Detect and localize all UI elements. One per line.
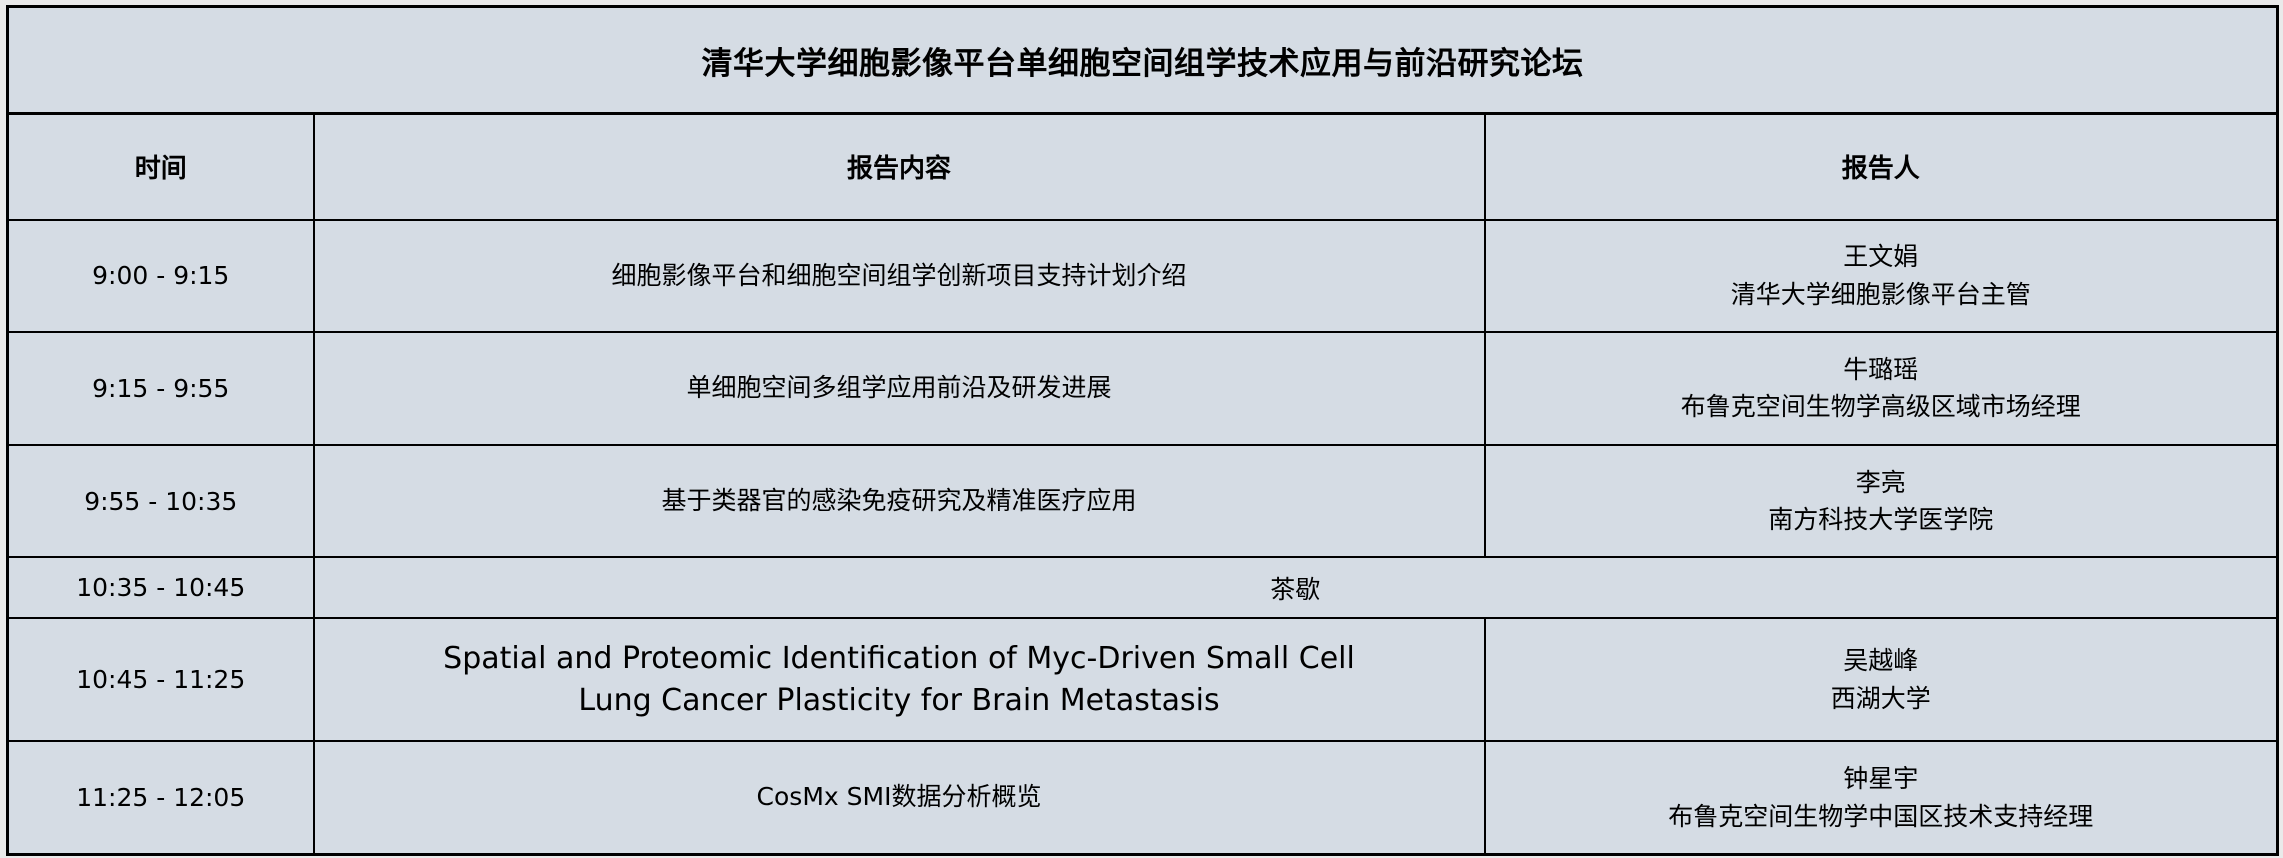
- session-speaker: 王文娟 清华大学细胞影像平台主管: [1483, 219, 2280, 334]
- forum-title: 清华大学细胞影像平台单细胞空间组学技术应用与前沿研究论坛: [5, 5, 2280, 115]
- session-time: 9:15 - 9:55: [6, 332, 315, 446]
- speaker-affiliation: 南方科技大学医学院: [1768, 505, 1994, 535]
- column-header-speaker: 报告人: [1483, 113, 2280, 221]
- session-content: 单细胞空间多组学应用前沿及研发进展: [312, 332, 1486, 446]
- speaker-affiliation: 西湖大学: [1830, 683, 1931, 713]
- session-time: 11:25 - 12:05: [6, 741, 315, 857]
- session-content: Spatial and Proteomic Identification of …: [312, 618, 1486, 743]
- speaker-name: 牛璐瑶: [1843, 354, 1919, 384]
- session-speaker: 吴越峰 西湖大学: [1483, 618, 2280, 743]
- table-row: 9:15 - 9:55 单细胞空间多组学应用前沿及研发进展 牛璐瑶 布鲁克空间生…: [6, 332, 2280, 446]
- speaker-name: 吴越峰: [1843, 646, 1919, 676]
- table-row: 11:25 - 12:05 CosMx SMI数据分析概览 钟星宇 布鲁克空间生…: [6, 741, 2280, 857]
- session-content-line-1: Spatial and Proteomic Identification of …: [443, 641, 1355, 677]
- session-time: 9:55 - 10:35: [6, 444, 315, 559]
- speaker-affiliation: 布鲁克空间生物学高级区域市场经理: [1680, 392, 2081, 422]
- speaker-name: 李亮: [1855, 467, 1906, 497]
- session-content-break: 茶歇: [312, 557, 2280, 620]
- session-speaker: 牛璐瑶 布鲁克空间生物学高级区域市场经理: [1483, 332, 2280, 446]
- speaker-affiliation: 布鲁克空间生物学中国区技术支持经理: [1668, 801, 2094, 831]
- session-speaker: 李亮 南方科技大学医学院: [1483, 444, 2280, 559]
- forum-agenda-table: 清华大学细胞影像平台单细胞空间组学技术应用与前沿研究论坛 时间 报告内容 报告人…: [5, 5, 2280, 857]
- table-title-row: 清华大学细胞影像平台单细胞空间组学技术应用与前沿研究论坛: [5, 5, 2280, 115]
- speaker-name: 钟星宇: [1843, 764, 1919, 794]
- session-time: 9:00 - 9:15: [6, 219, 315, 334]
- table-row-break: 10:35 - 10:45 茶歇: [6, 557, 2280, 620]
- column-header-time: 时间: [6, 113, 315, 221]
- session-time: 10:35 - 10:45: [6, 557, 315, 620]
- table-header-row: 时间 报告内容 报告人: [6, 113, 2280, 221]
- column-header-content: 报告内容: [312, 113, 1486, 221]
- agenda-table-container: 清华大学细胞影像平台单细胞空间组学技术应用与前沿研究论坛 时间 报告内容 报告人…: [5, 5, 2280, 857]
- speaker-affiliation: 清华大学细胞影像平台主管: [1730, 279, 2031, 309]
- session-content-line-2: Lung Cancer Plasticity for Brain Metasta…: [578, 682, 1220, 718]
- table-row: 9:55 - 10:35 基于类器官的感染免疫研究及精准医疗应用 李亮 南方科技…: [6, 444, 2280, 559]
- session-time: 10:45 - 11:25: [6, 618, 315, 743]
- speaker-name: 王文娟: [1843, 242, 1919, 272]
- session-speaker: 钟星宇 布鲁克空间生物学中国区技术支持经理: [1483, 741, 2280, 857]
- table-row: 10:45 - 11:25 Spatial and Proteomic Iden…: [6, 618, 2280, 743]
- session-content: 细胞影像平台和细胞空间组学创新项目支持计划介绍: [312, 219, 1486, 334]
- session-content: CosMx SMI数据分析概览: [312, 741, 1486, 857]
- session-content: 基于类器官的感染免疫研究及精准医疗应用: [312, 444, 1486, 559]
- table-row: 9:00 - 9:15 细胞影像平台和细胞空间组学创新项目支持计划介绍 王文娟 …: [6, 219, 2280, 334]
